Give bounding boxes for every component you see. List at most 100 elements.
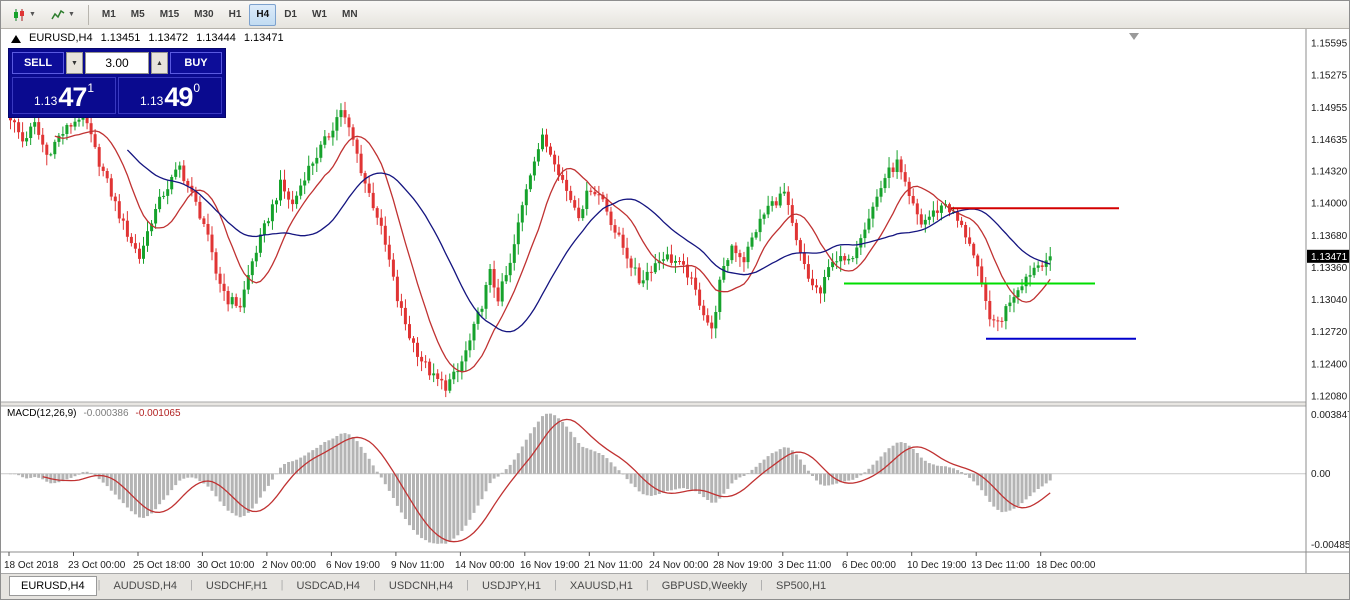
svg-text:21 Nov 11:00: 21 Nov 11:00 xyxy=(584,560,643,571)
trade-prices-row: 1.13 47 1 1.13 49 0 xyxy=(12,77,222,114)
svg-text:1.15275: 1.15275 xyxy=(1311,71,1348,82)
candles-layer xyxy=(9,101,1052,398)
chart-window[interactable]: 1.15595 1.15275 1.14955 1.14635 1.14320 1.140… xyxy=(1,29,1349,573)
chart-tab-eurusd-h4[interactable]: EURUSD,H4 xyxy=(9,576,97,596)
chart-tab-xauusd-h1[interactable]: XAUUSD,H1 xyxy=(569,580,633,592)
svg-text:1.12720: 1.12720 xyxy=(1311,327,1348,338)
price-chart-canvas[interactable]: 1.15595 1.15275 1.14955 1.14635 1.14320 1.140… xyxy=(1,29,1349,573)
tab-divider: | xyxy=(97,579,101,591)
indicator-main-value: -0.000386 xyxy=(83,408,129,419)
indicators-button[interactable]: ▼ xyxy=(44,4,82,26)
buy-price-sup: 0 xyxy=(193,81,201,95)
svg-text:1.13360: 1.13360 xyxy=(1311,263,1348,274)
svg-text:25 Oct 18:00: 25 Oct 18:00 xyxy=(133,560,191,571)
timeframe-button-m5[interactable]: M5 xyxy=(124,4,152,26)
macd-signal-line xyxy=(42,418,1051,543)
timeframe-button-h1[interactable]: H1 xyxy=(222,4,249,26)
svg-text:6 Nov 19:00: 6 Nov 19:00 xyxy=(326,560,380,571)
volume-input[interactable] xyxy=(85,52,149,74)
svg-text:0.003847: 0.003847 xyxy=(1311,410,1349,421)
svg-text:1.15595: 1.15595 xyxy=(1311,39,1348,50)
tab-divider: | xyxy=(373,579,376,591)
tab-divider: | xyxy=(760,579,763,591)
chevron-down-icon: ▼ xyxy=(29,11,36,18)
sell-price-big: 47 xyxy=(58,82,87,112)
svg-text:9 Nov 11:00: 9 Nov 11:00 xyxy=(391,560,445,571)
timeframe-button-m1[interactable]: M1 xyxy=(95,4,123,26)
svg-text:14 Nov 00:00: 14 Nov 00:00 xyxy=(455,560,515,571)
ohlc-low: 1.13444 xyxy=(196,32,236,44)
time-axis-labels: 18 Oct 2018 23 Oct 00:00 25 Oct 18:00 30 Oc… xyxy=(4,552,1096,571)
buy-price-prefix: 1.13 xyxy=(139,94,164,108)
ohlc-open: 1.13451 xyxy=(100,32,141,44)
main-toolbar: ▼ ▼ M1 M5 M15 M30 H1 H4 D1 W1 MN xyxy=(1,1,1349,29)
svg-text:28 Nov 19:00: 28 Nov 19:00 xyxy=(713,560,773,571)
timeframe-buttons: M1 M5 M15 M30 H1 H4 D1 W1 MN xyxy=(95,3,365,26)
svg-text:1.12080: 1.12080 xyxy=(1311,392,1348,403)
tab-divider: | xyxy=(466,579,469,591)
indicator-signal-value: -0.001065 xyxy=(135,408,181,419)
volume-decrease-button[interactable]: ▼ xyxy=(66,52,83,74)
price-axis-labels: 1.15595 1.15275 1.14955 1.14635 1.14320 1.140… xyxy=(1311,39,1349,552)
buy-button[interactable]: BUY xyxy=(170,52,222,74)
svg-text:16 Nov 19:00: 16 Nov 19:00 xyxy=(520,560,580,571)
svg-text:24 Nov 00:00: 24 Nov 00:00 xyxy=(649,560,709,571)
chart-symbol-period: EURUSD,H4 xyxy=(29,32,93,44)
indicator-name: MACD(12,26,9) xyxy=(7,408,77,419)
buy-price-big: 49 xyxy=(164,82,193,112)
sell-button[interactable]: SELL xyxy=(12,52,64,74)
svg-text:1.12400: 1.12400 xyxy=(1311,359,1348,370)
chart-tab-usdjpy-h1[interactable]: USDJPY,H1 xyxy=(481,580,542,592)
pane-splitter[interactable] xyxy=(1,402,1349,406)
svg-text:30 Oct 10:00: 30 Oct 10:00 xyxy=(197,560,255,571)
chart-tab-audusd-h4[interactable]: AUDUSD,H4 xyxy=(113,580,178,592)
timeframe-button-h4[interactable]: H4 xyxy=(249,3,277,26)
candlestick-chart-icon xyxy=(14,8,24,21)
moving-average-30[interactable] xyxy=(126,149,1051,333)
chart-tab-usdchf-h1[interactable]: USDCHF,H1 xyxy=(205,580,268,592)
svg-text:1.14320: 1.14320 xyxy=(1311,167,1348,178)
volume-increase-button[interactable]: ▲ xyxy=(151,52,168,74)
svg-text:1.14955: 1.14955 xyxy=(1311,103,1348,114)
timeframe-button-d1[interactable]: D1 xyxy=(277,4,304,26)
timeframe-button-m30[interactable]: M30 xyxy=(187,4,220,26)
sell-price-sup: 1 xyxy=(87,81,95,95)
tab-divider: | xyxy=(645,579,649,591)
indicator-label: MACD(12,26,9) -0.000386 -0.001065 xyxy=(7,408,181,419)
timeframe-button-mn[interactable]: MN xyxy=(335,4,365,26)
svg-text:1.13680: 1.13680 xyxy=(1311,231,1348,242)
chart-ohlc-header: EURUSD,H4 1.13451 1.13472 1.13444 1.1347… xyxy=(29,32,284,44)
svg-text:0.00: 0.00 xyxy=(1311,469,1331,480)
trade-controls-row: SELL ▼ ▲ BUY xyxy=(12,52,222,74)
chart-tab-gbpusd-weekly[interactable]: GBPUSD,Weekly xyxy=(661,580,748,592)
chart-tab-usdcad-h4[interactable]: USDCAD,H4 xyxy=(296,580,361,592)
one-click-panel-toggle-icon[interactable] xyxy=(11,35,21,43)
chart-tab-bar: EURUSD,H4 | AUDUSD,H4 | USDCHF,H1 | USDCAD,H4 |… xyxy=(1,573,1349,599)
svg-text:1.14000: 1.14000 xyxy=(1311,199,1348,210)
moving-average-12[interactable] xyxy=(54,130,1051,373)
toolbar-separator xyxy=(87,4,89,25)
svg-text:18 Dec 00:00: 18 Dec 00:00 xyxy=(1036,560,1096,571)
chart-tab-sp500-h1[interactable]: SP500,H1 xyxy=(775,580,827,592)
tab-divider: | xyxy=(280,579,284,591)
chart-shift-marker[interactable] xyxy=(1129,33,1139,40)
ohlc-close: 1.13471 xyxy=(243,32,284,44)
svg-text:18 Oct 2018: 18 Oct 2018 xyxy=(4,560,59,571)
timeframe-button-w1[interactable]: W1 xyxy=(305,4,334,26)
svg-text:1.13040: 1.13040 xyxy=(1311,295,1348,306)
tab-divider: | xyxy=(190,579,193,591)
buy-price-display[interactable]: 1.13 49 0 xyxy=(118,77,222,114)
macd-histogram xyxy=(9,413,1052,544)
svg-text:1.14635: 1.14635 xyxy=(1311,135,1348,146)
svg-text:13 Dec 11:00: 13 Dec 11:00 xyxy=(971,560,1030,571)
ohlc-high: 1.13472 xyxy=(148,32,189,44)
one-click-trading-panel: SELL ▼ ▲ BUY 1.13 47 1 1.13 49 0 xyxy=(9,49,225,117)
svg-text:2 Nov 00:00: 2 Nov 00:00 xyxy=(262,560,316,571)
sell-price-display[interactable]: 1.13 47 1 xyxy=(12,77,116,114)
chart-type-button[interactable]: ▼ xyxy=(5,4,43,26)
svg-text:23 Oct 00:00: 23 Oct 00:00 xyxy=(68,560,126,571)
chart-tab-usdcnh-h4[interactable]: USDCNH,H4 xyxy=(388,580,454,592)
tab-divider: | xyxy=(554,579,557,591)
timeframe-button-m15[interactable]: M15 xyxy=(153,4,186,26)
